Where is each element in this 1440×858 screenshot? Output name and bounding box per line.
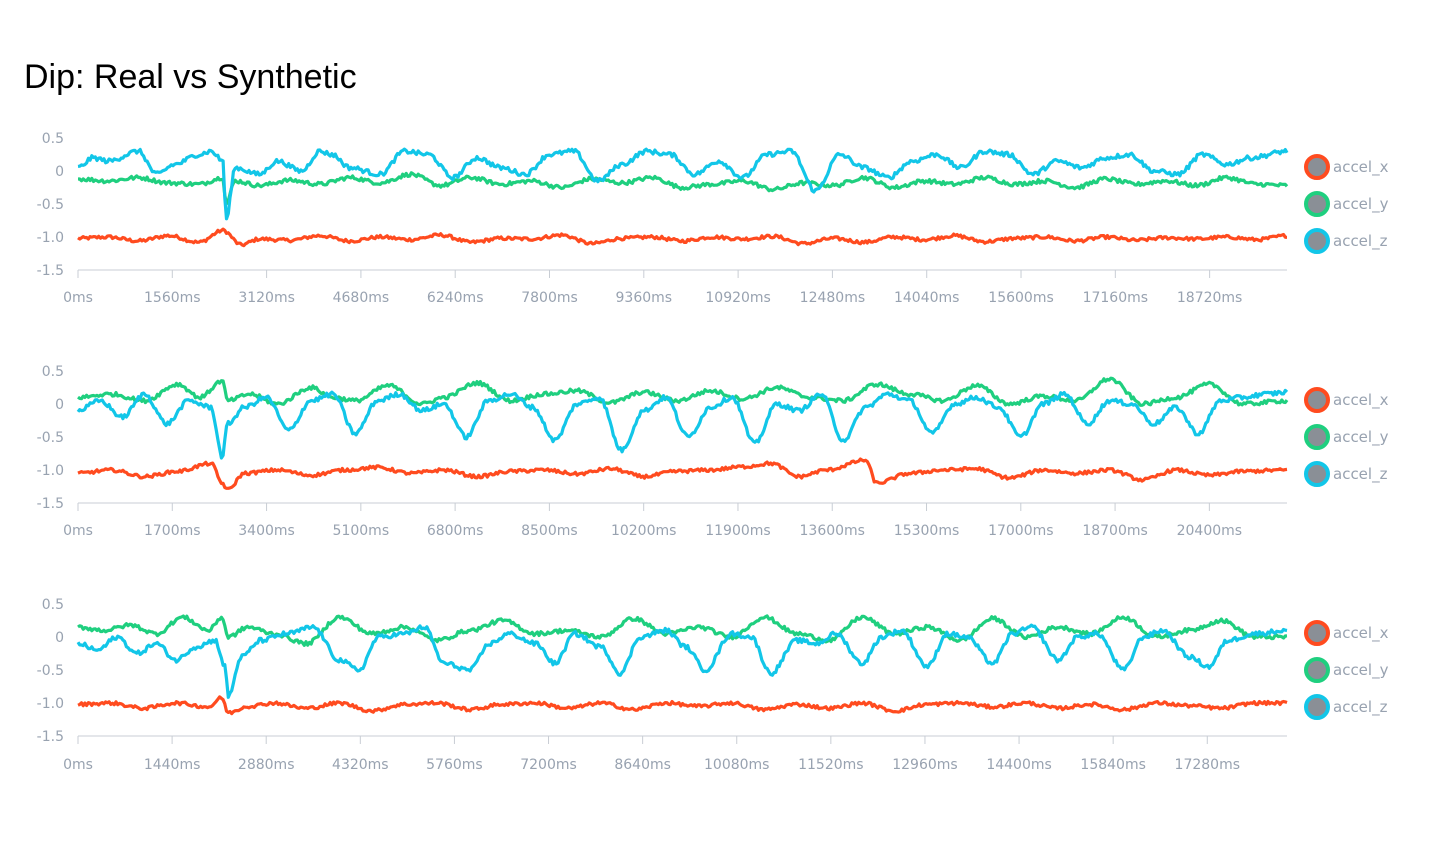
x-tick-label: 12480ms: [800, 290, 865, 306]
x-tick-label: 14400ms: [986, 757, 1051, 773]
chart-panel-3: 0.5 0 -0.5 -1.0 -1.5 0ms 1440ms 2880ms 4320ms 576…: [37, 597, 1389, 773]
x-tick-label: 18720ms: [1177, 290, 1242, 306]
x-tick-label: 18700ms: [1082, 523, 1147, 539]
x-tick-label: 6240ms: [427, 290, 484, 306]
legend-item-accel-y[interactable]: accel_y: [1304, 191, 1389, 217]
legend-item-accel-z[interactable]: accel_z: [1304, 694, 1388, 720]
y-tick-label: -1.0: [37, 696, 64, 712]
y-tick-label: -1.5: [37, 496, 64, 512]
series-line-accel-x: [77, 227, 1287, 248]
chart-panel-1: 0.5 0 -0.5 -1.0 -1.5 0ms 1560ms 3120ms 4680ms 624…: [37, 131, 1389, 306]
chart-panel-2: 0.5 0 -0.5 -1.0 -1.5 0ms 1700ms 3400ms 5100ms 680…: [37, 364, 1389, 539]
x-tick-label: 17160ms: [1083, 290, 1148, 306]
x-tick-label: 15600ms: [988, 290, 1053, 306]
legend-label: accel_y: [1333, 428, 1389, 447]
x-tick-label: 11900ms: [705, 523, 770, 539]
legend-item-accel-x[interactable]: accel_x: [1304, 620, 1389, 646]
y-tick-label: 0: [55, 630, 64, 646]
x-tick-label: 10080ms: [704, 757, 769, 773]
x-tick-label: 1440ms: [144, 757, 201, 773]
y-tick-label: -1.0: [37, 463, 64, 479]
x-tick-label: 8500ms: [521, 523, 578, 539]
y-tick-label: 0.5: [42, 131, 64, 147]
x-tick-label: 6800ms: [427, 523, 484, 539]
legend-marker-icon: [1304, 657, 1330, 683]
legend-item-accel-x[interactable]: accel_x: [1304, 387, 1389, 413]
legend-marker-icon: [1304, 620, 1330, 646]
legend-item-accel-x[interactable]: accel_x: [1304, 154, 1389, 180]
x-tick-label: 0ms: [63, 757, 93, 773]
series-line-accel-x: [77, 695, 1288, 716]
legend-marker-icon: [1304, 387, 1330, 413]
x-tick-label: 15300ms: [894, 523, 959, 539]
series-line-accel-z: [76, 388, 1289, 460]
legend-marker-icon: [1304, 461, 1330, 487]
x-tick-label: 7200ms: [520, 757, 577, 773]
x-tick-label: 4680ms: [333, 290, 390, 306]
legend-item-accel-y[interactable]: accel_y: [1304, 424, 1389, 450]
x-tick-label: 10920ms: [705, 290, 770, 306]
series-line-accel-z: [77, 147, 1289, 221]
legend-marker-icon: [1304, 424, 1330, 450]
legend-label: accel_x: [1333, 624, 1389, 643]
x-tick-label: 3400ms: [238, 523, 295, 539]
x-tick-label: 2880ms: [238, 757, 295, 773]
y-tick-label: 0.5: [42, 597, 64, 613]
y-tick-label: -0.5: [37, 663, 64, 679]
y-tick-label: -1.5: [37, 729, 64, 745]
x-tick-label: 4320ms: [332, 757, 389, 773]
legend-item-accel-z[interactable]: accel_z: [1304, 461, 1388, 487]
x-tick-label: 14040ms: [894, 290, 959, 306]
x-tick-label: 20400ms: [1177, 523, 1242, 539]
x-tick-label: 5760ms: [426, 757, 483, 773]
y-tick-label: 0.5: [42, 364, 64, 380]
x-tick-label: 8640ms: [614, 757, 671, 773]
x-tick-label: 5100ms: [333, 523, 390, 539]
x-tick-label: 17000ms: [988, 523, 1053, 539]
legend-marker-icon: [1304, 228, 1330, 254]
series-line-accel-y: [77, 376, 1289, 407]
legend-label: accel_y: [1333, 661, 1389, 680]
x-tick-label: 1700ms: [144, 523, 201, 539]
y-tick-label: 0: [55, 397, 64, 413]
x-tick-label: 10200ms: [611, 523, 676, 539]
x-tick-label: 11520ms: [798, 757, 863, 773]
x-tick-label: 7800ms: [521, 290, 578, 306]
x-tick-label: 12960ms: [892, 757, 957, 773]
legend-label: accel_z: [1333, 232, 1388, 251]
legend-item-accel-z[interactable]: accel_z: [1304, 228, 1388, 254]
x-tick-label: 1560ms: [144, 290, 201, 306]
x-tick-label: 13600ms: [800, 523, 865, 539]
legend-item-accel-y[interactable]: accel_y: [1304, 657, 1389, 683]
x-tick-label: 3120ms: [238, 290, 295, 306]
y-tick-label: -0.5: [37, 430, 64, 446]
legend-label: accel_z: [1333, 698, 1388, 717]
y-tick-label: -1.5: [37, 263, 64, 279]
y-tick-label: -1.0: [37, 230, 64, 246]
legend-label: accel_x: [1333, 391, 1389, 410]
series-line-accel-y: [78, 171, 1289, 206]
legend-label: accel_x: [1333, 158, 1389, 177]
x-tick-label: 0ms: [63, 523, 93, 539]
x-tick-label: 17280ms: [1175, 757, 1240, 773]
legend-label: accel_z: [1333, 465, 1388, 484]
series-line-accel-x: [77, 457, 1288, 490]
series-line-accel-z: [76, 623, 1288, 699]
x-tick-label: 0ms: [63, 290, 93, 306]
legend-marker-icon: [1304, 694, 1330, 720]
y-tick-label: -0.5: [37, 197, 64, 213]
legend-label: accel_y: [1333, 195, 1389, 214]
legend-marker-icon: [1304, 191, 1330, 217]
legend-marker-icon: [1304, 154, 1330, 180]
x-tick-label: 15840ms: [1080, 757, 1145, 773]
page-title: Dip: Real vs Synthetic: [24, 58, 357, 96]
x-tick-label: 9360ms: [616, 290, 673, 306]
y-tick-label: 0: [55, 164, 64, 180]
